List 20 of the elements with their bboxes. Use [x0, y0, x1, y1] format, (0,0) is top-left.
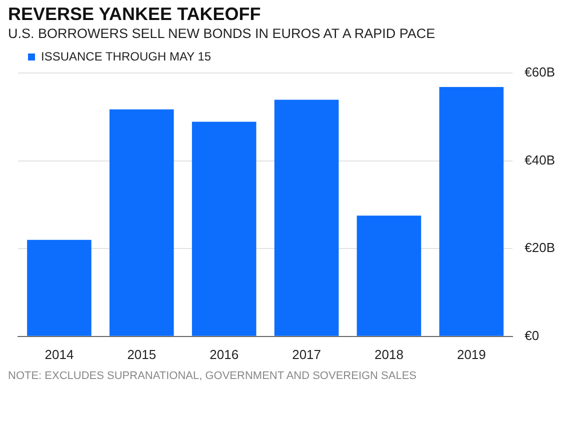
bar [27, 240, 92, 336]
x-tick-label: 2018 [374, 346, 404, 362]
bar [356, 216, 422, 336]
y-tick-label: €60B [524, 64, 556, 80]
x-tick-label: 2017 [292, 346, 321, 362]
x-tick-label: 2014 [44, 346, 74, 362]
bar [192, 122, 256, 336]
legend-label: ISSUANCE THROUGH MAY 15 [41, 49, 212, 64]
x-tick-label: 2015 [127, 346, 156, 362]
bar [439, 87, 504, 336]
text: NOTE: EXCLUDES SUPRANATIONAL, GOVERNMENT AND SOVEREIGN SALES [8, 370, 418, 382]
y-tick-label: €0 [524, 328, 540, 343]
x-tick-label: 2016 [210, 346, 239, 362]
bar [110, 109, 174, 336]
chart-title: REVERSE YANKEE TAKEOFF [8, 4, 262, 25]
y-tick-label: €20B [524, 240, 556, 256]
chart-subtitle: U.S. BORROWERS SELL NEW BONDS IN EUROS AT A RAPID PACE [8, 26, 436, 41]
y-tick-label: €40B [524, 152, 556, 168]
x-tick-label: 2019 [456, 346, 486, 362]
bar [274, 100, 339, 336]
